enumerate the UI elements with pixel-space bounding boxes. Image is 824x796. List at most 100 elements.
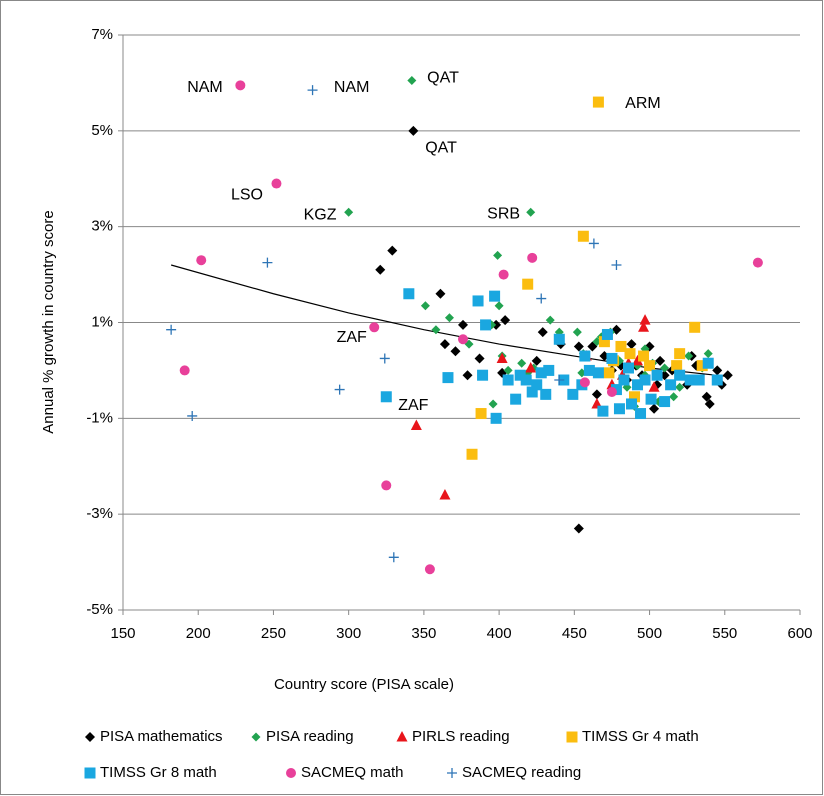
point	[517, 358, 527, 368]
point	[613, 403, 625, 415]
point	[598, 336, 610, 348]
annotation: KGZ	[304, 206, 337, 223]
legend-label: PISA reading	[266, 728, 354, 745]
point	[573, 523, 584, 534]
x-tick-label: 600	[787, 625, 812, 642]
point	[649, 403, 660, 414]
point	[307, 85, 318, 96]
point	[388, 552, 399, 563]
x-tick-label: 450	[562, 625, 587, 642]
point	[573, 341, 584, 352]
point	[543, 364, 555, 376]
point	[500, 315, 511, 326]
point	[271, 178, 282, 189]
legend-label: TIMSS Gr 8 math	[100, 764, 217, 781]
point	[622, 362, 634, 374]
point	[601, 328, 613, 340]
annotation: QAT	[425, 139, 457, 156]
point	[615, 340, 627, 352]
legend-marker	[286, 768, 296, 778]
x-tick-label: 200	[186, 625, 211, 642]
point	[536, 293, 547, 304]
y-tick-label: -3%	[86, 505, 113, 522]
point	[603, 367, 615, 379]
point	[439, 339, 450, 350]
point	[408, 125, 419, 136]
point	[689, 321, 701, 333]
point	[638, 350, 650, 362]
point	[187, 410, 198, 421]
point	[597, 405, 609, 417]
legend-marker	[85, 732, 95, 742]
point	[655, 355, 666, 366]
point	[491, 319, 502, 330]
point	[522, 278, 534, 290]
point	[490, 412, 502, 424]
point	[527, 252, 538, 263]
point	[458, 319, 469, 330]
point	[567, 388, 579, 400]
point	[510, 393, 522, 405]
y-tick-label: 3%	[91, 218, 113, 235]
point	[675, 382, 685, 392]
point	[671, 360, 683, 372]
point	[450, 346, 461, 357]
point	[514, 369, 526, 381]
point	[545, 315, 555, 325]
y-tick-label: 1%	[91, 313, 113, 330]
x-tick-label: 350	[411, 625, 436, 642]
point	[618, 374, 630, 386]
point	[431, 325, 441, 335]
annotation: LSO	[231, 186, 263, 203]
point	[592, 367, 604, 379]
point	[665, 379, 677, 391]
point	[712, 365, 723, 376]
point	[525, 362, 537, 373]
point	[489, 290, 501, 302]
point	[379, 353, 390, 364]
y-tick-label: -5%	[86, 601, 113, 618]
point	[592, 96, 604, 108]
y-axis-label: Annual % growth in country score	[40, 210, 57, 433]
point	[579, 377, 590, 388]
annotation: NAM	[334, 79, 370, 96]
point	[531, 379, 543, 391]
point	[179, 365, 190, 376]
point	[629, 391, 641, 403]
point	[591, 389, 602, 400]
point	[235, 80, 246, 91]
point	[669, 392, 679, 402]
point	[711, 374, 723, 386]
point	[638, 321, 650, 332]
x-tick-label: 550	[712, 625, 737, 642]
point	[535, 367, 547, 379]
point	[540, 388, 552, 400]
legend-marker	[251, 732, 261, 742]
point	[579, 350, 591, 362]
point	[651, 369, 663, 381]
point	[588, 238, 599, 249]
point	[531, 355, 542, 366]
point	[684, 351, 694, 361]
point	[407, 76, 417, 86]
y-tick-label: -1%	[86, 409, 113, 426]
point	[444, 313, 454, 323]
point	[488, 399, 498, 409]
point	[410, 419, 422, 431]
x-tick-label: 250	[261, 625, 286, 642]
point	[537, 327, 548, 338]
legend-marker	[84, 767, 96, 779]
point	[344, 207, 354, 217]
point	[674, 369, 686, 381]
point	[420, 301, 430, 311]
x-tick-label: 300	[336, 625, 361, 642]
point	[458, 334, 469, 345]
point	[474, 353, 485, 364]
y-tick-label: 7%	[91, 26, 113, 43]
point	[703, 349, 713, 359]
point	[639, 314, 651, 325]
point	[494, 301, 504, 311]
point	[424, 564, 435, 575]
annotation: SRB	[487, 205, 520, 222]
